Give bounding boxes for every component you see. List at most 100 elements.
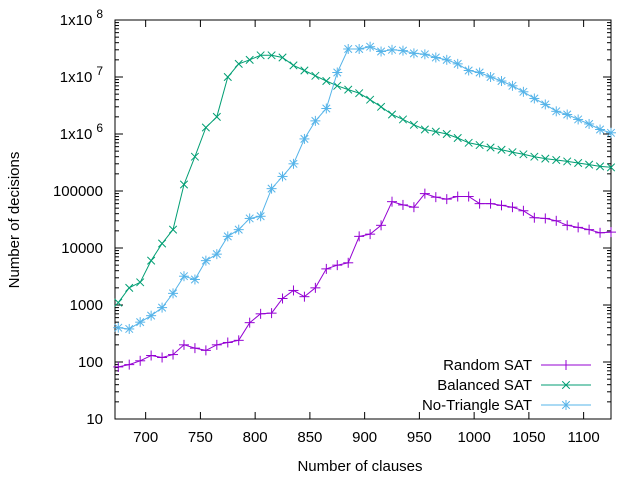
data-point-stroke xyxy=(344,85,353,94)
data-point xyxy=(200,255,211,266)
data-point xyxy=(496,200,507,211)
data-point-stroke xyxy=(311,116,320,125)
y-tick-label: 1000 xyxy=(70,297,103,314)
x-tick-label: 750 xyxy=(188,429,213,446)
legend-label: Balanced SAT xyxy=(437,377,532,394)
data-point xyxy=(552,155,561,165)
data-point xyxy=(541,154,550,163)
data-point xyxy=(211,339,222,350)
series-line xyxy=(118,193,612,368)
data-point xyxy=(299,291,310,302)
data-point-stroke xyxy=(234,225,243,234)
data-point-stroke xyxy=(223,232,232,241)
x-tick-label: 700 xyxy=(133,429,158,446)
data-point-stroke xyxy=(420,125,429,134)
data-point xyxy=(518,86,529,97)
data-point xyxy=(189,343,200,354)
y-tick-label-base: 1x10 xyxy=(60,12,93,29)
data-point-stroke xyxy=(267,51,276,60)
data-point-stroke xyxy=(376,47,386,56)
data-point-stroke xyxy=(190,152,200,161)
data-point xyxy=(485,198,496,209)
data-point-stroke xyxy=(190,275,200,284)
x-tick-label: 950 xyxy=(407,429,432,446)
y-tick-label-base: 1000 xyxy=(70,297,103,314)
data-point-stroke xyxy=(453,59,462,68)
x-tick-label: 1100 xyxy=(567,429,599,446)
data-point-stroke xyxy=(333,68,342,77)
data-point xyxy=(595,162,605,171)
data-point-stroke xyxy=(256,212,265,221)
data-point-stroke xyxy=(355,44,364,54)
y-axis-label: Number of decisions xyxy=(6,152,23,289)
data-point-stroke xyxy=(147,311,156,320)
data-point xyxy=(496,76,507,87)
data-point xyxy=(584,160,594,169)
data-point xyxy=(562,109,573,120)
data-point xyxy=(529,93,540,104)
data-point xyxy=(452,58,463,69)
data-point xyxy=(332,67,343,78)
data-point-stroke xyxy=(442,55,451,64)
data-point-stroke xyxy=(344,44,353,54)
data-point-stroke xyxy=(201,123,210,132)
data-point-stroke xyxy=(311,71,320,80)
y-tick-label-base: 1x10 xyxy=(60,126,93,143)
data-point-stroke xyxy=(486,143,495,152)
data-point-stroke xyxy=(278,172,287,181)
data-point-stroke xyxy=(179,272,189,281)
data-point xyxy=(507,80,518,91)
data-point xyxy=(245,55,254,64)
data-point xyxy=(519,150,528,159)
data-point xyxy=(244,317,255,328)
data-point xyxy=(529,212,540,223)
data-point-stroke xyxy=(561,400,571,410)
data-point-stroke xyxy=(563,110,572,119)
data-point-stroke xyxy=(497,76,506,86)
x-axis: 700 750 800 850 900 950 1000 1050 1100 xyxy=(133,20,600,446)
data-point xyxy=(278,53,287,62)
data-point-stroke xyxy=(136,318,145,327)
data-point xyxy=(124,323,135,334)
data-point-stroke xyxy=(584,160,594,169)
data-point xyxy=(398,115,408,124)
data-point xyxy=(530,152,539,161)
series-line xyxy=(118,46,612,330)
data-point xyxy=(310,115,321,126)
data-point xyxy=(178,271,189,282)
data-point xyxy=(366,95,375,104)
data-point-stroke xyxy=(563,157,572,166)
data-point xyxy=(321,103,332,114)
x-tick-label: 1050 xyxy=(512,429,545,446)
data-point-stroke xyxy=(387,45,397,54)
data-point xyxy=(266,308,277,319)
data-point xyxy=(430,52,441,63)
y-tick-label: 1x10 6 xyxy=(60,121,104,143)
x-axis-label: Number of clauses xyxy=(297,458,422,475)
data-point xyxy=(244,213,255,224)
y-tick-label: 10000 xyxy=(61,240,103,257)
y-tick-label-base: 100000 xyxy=(53,183,103,200)
data-point xyxy=(343,43,354,54)
data-point xyxy=(453,133,462,143)
data-point xyxy=(114,298,123,307)
data-point-stroke xyxy=(453,133,462,143)
data-point-stroke xyxy=(530,94,539,103)
legend: Random SAT Balanced SAT No-Triangle SAT xyxy=(422,357,591,414)
data-point xyxy=(574,158,583,168)
data-point xyxy=(157,352,168,363)
data-point xyxy=(146,310,157,321)
data-point xyxy=(113,361,124,372)
data-point xyxy=(157,239,167,248)
data-point xyxy=(266,183,277,194)
data-point xyxy=(212,112,221,121)
data-point-stroke xyxy=(136,278,145,287)
x-tick-label: 850 xyxy=(297,429,322,446)
y-tick-label-base: 1x10 xyxy=(60,69,93,86)
data-point xyxy=(387,196,398,207)
data-point-stroke xyxy=(475,68,484,77)
data-point xyxy=(332,260,343,271)
data-point xyxy=(178,339,189,350)
data-point xyxy=(288,285,299,296)
